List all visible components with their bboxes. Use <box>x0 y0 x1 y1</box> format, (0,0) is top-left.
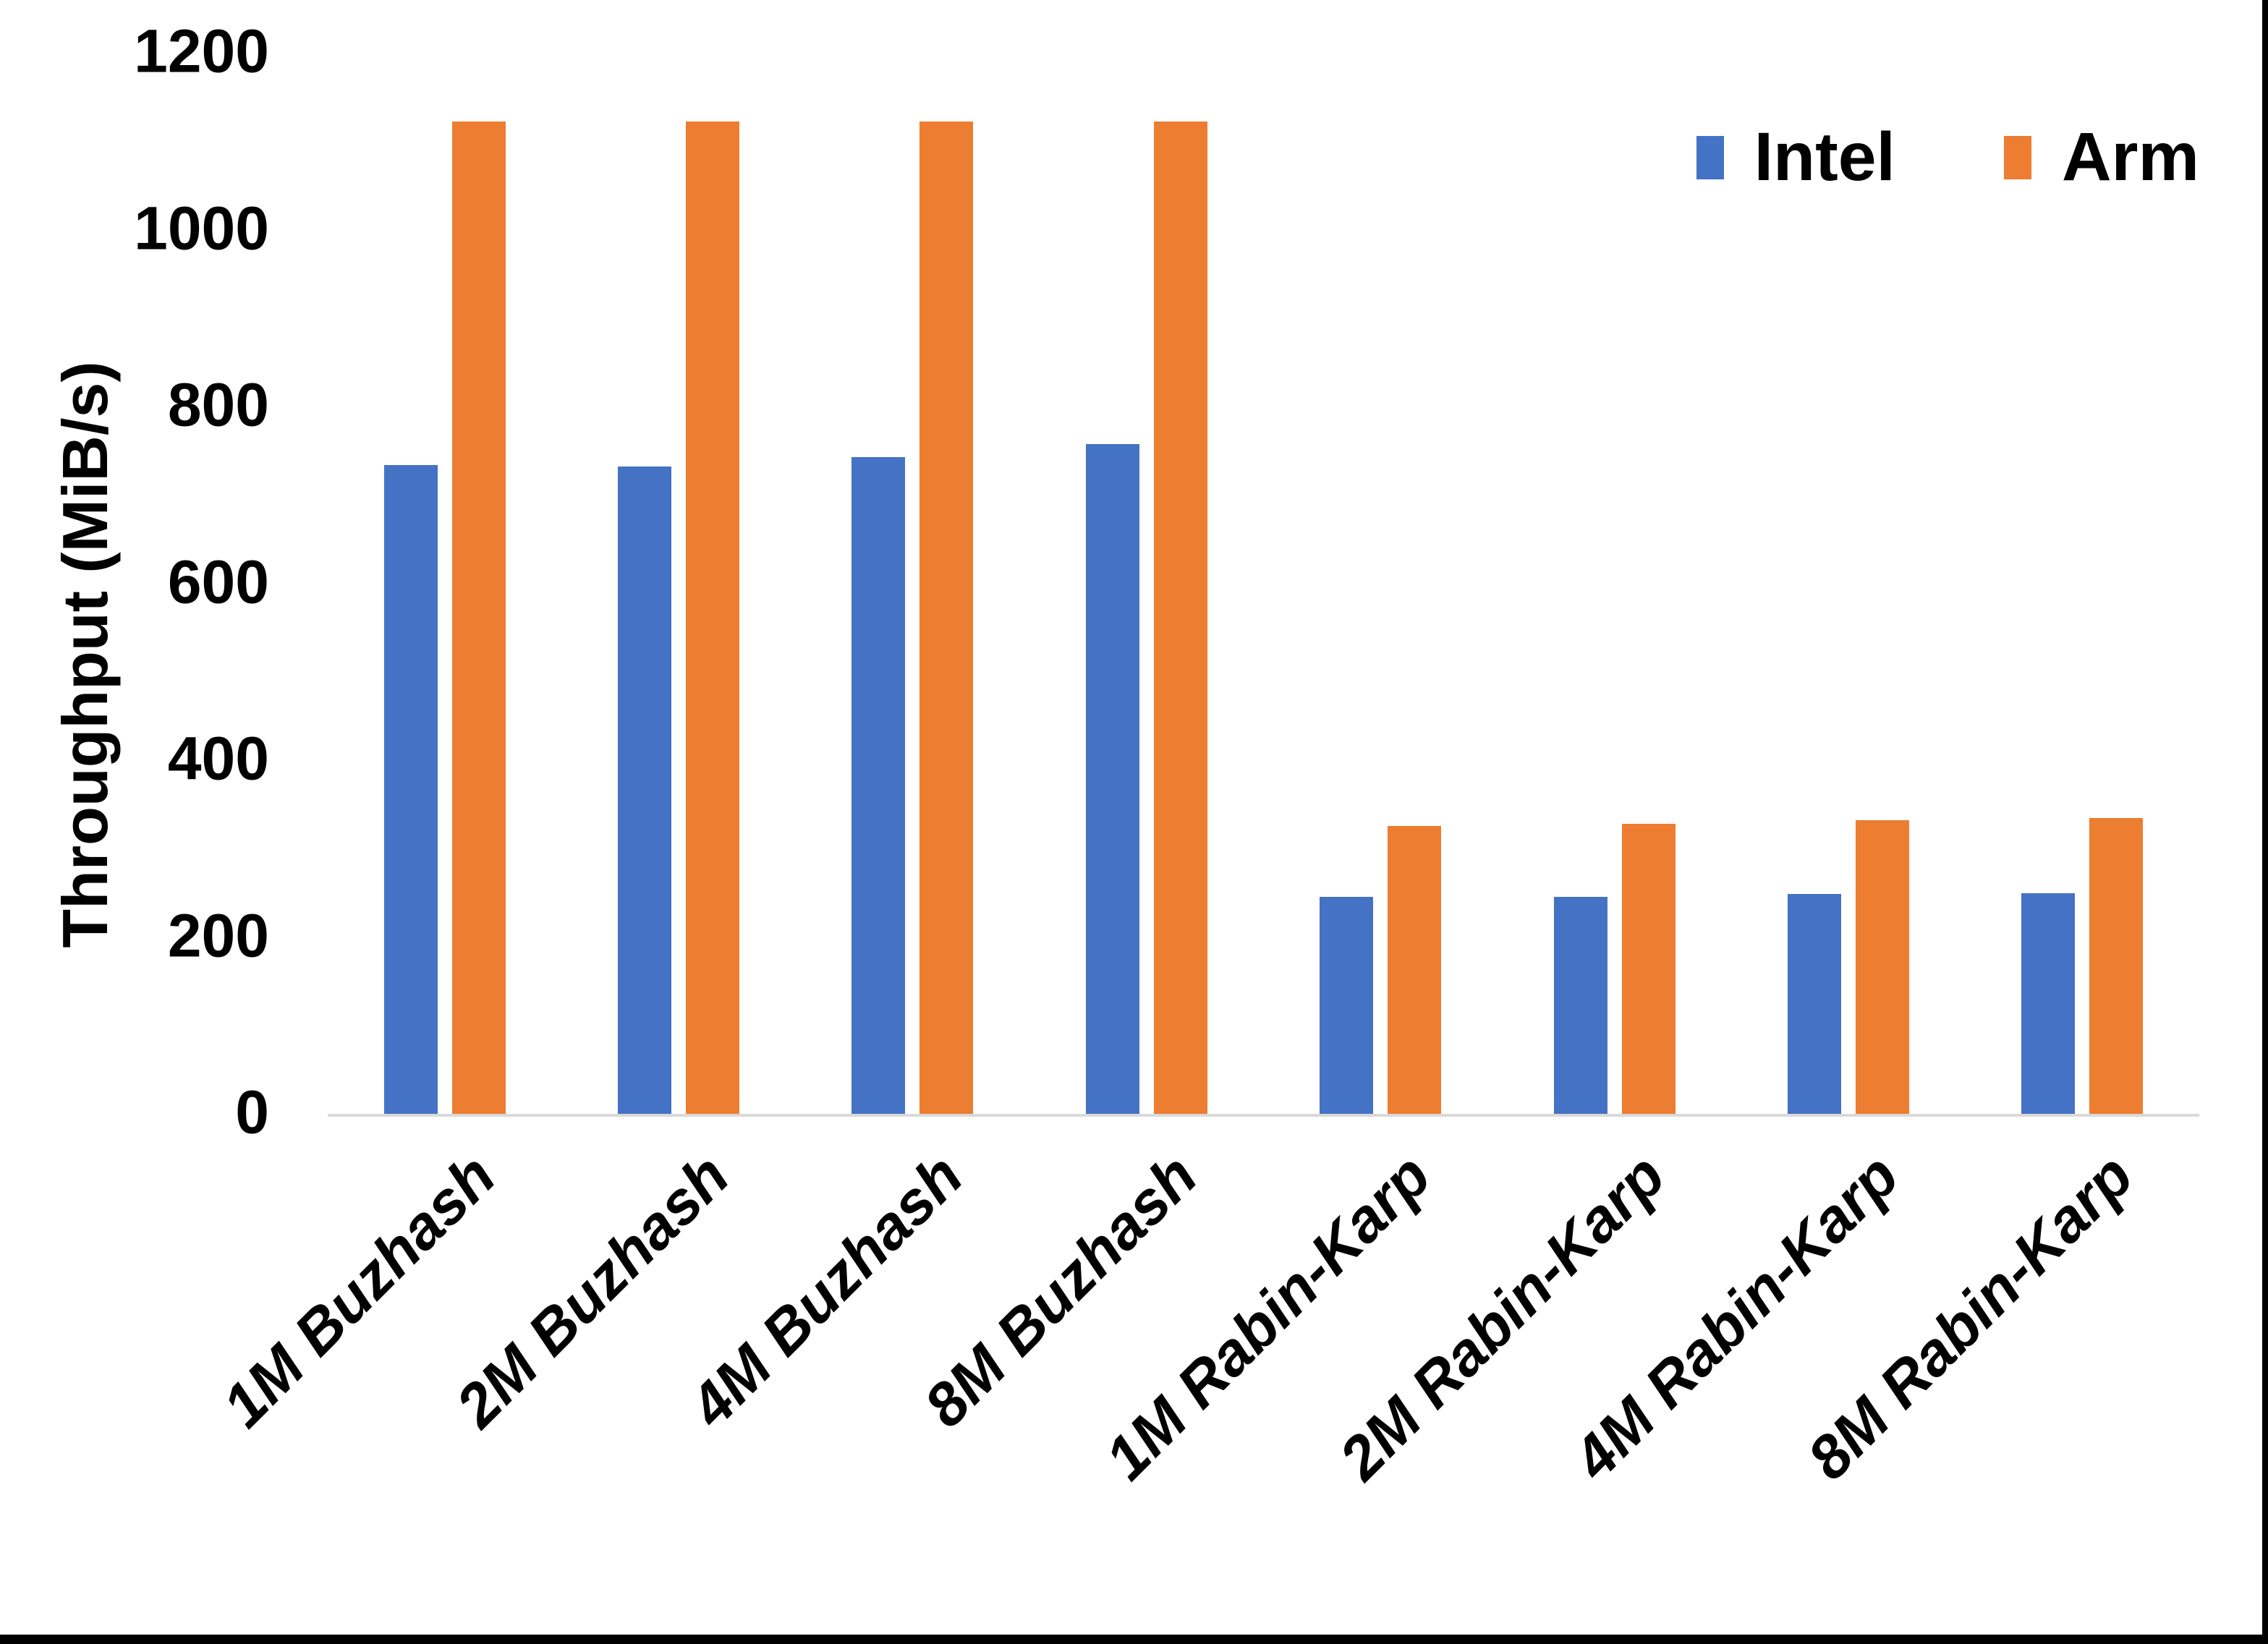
bar-intel-2m-buzhash <box>618 466 672 1115</box>
x-axis-line <box>328 1114 2199 1117</box>
bar-arm-2m-rabin-karp <box>1621 823 1675 1115</box>
bar-group-4m-buzhash <box>796 54 1029 1115</box>
page-bottom-border <box>0 1635 2268 1644</box>
page-right-border <box>2262 0 2268 1644</box>
bar-intel-8m-rabin-karp <box>2021 893 2076 1115</box>
bar-intel-4m-rabin-karp <box>1787 894 1841 1115</box>
bar-group-4m-rabin-karp <box>1731 54 1965 1115</box>
legend-swatch-intel <box>1696 135 1724 179</box>
bar-intel-8m-buzhash <box>1085 444 1139 1115</box>
y-tick-1200: 1200 <box>134 17 269 85</box>
bar-group-2m-buzhash <box>561 54 795 1115</box>
bar-group-2m-rabin-karp <box>1498 54 1731 1115</box>
y-tick-400: 400 <box>167 724 269 793</box>
bar-intel-2m-rabin-karp <box>1553 897 1607 1115</box>
bar-arm-4m-rabin-karp <box>1855 819 1909 1115</box>
legend: Intel Arm <box>1696 118 2199 197</box>
bar-intel-4m-buzhash <box>851 457 906 1115</box>
bar-group-8m-buzhash <box>1029 54 1263 1115</box>
y-tick-600: 600 <box>167 548 269 616</box>
plot-area <box>328 54 2199 1117</box>
legend-label-arm: Arm <box>2061 119 2199 195</box>
y-tick-800: 800 <box>167 370 269 439</box>
bar-arm-8m-buzhash <box>1153 121 1207 1115</box>
bar-groups <box>328 54 2199 1115</box>
bar-arm-1m-rabin-karp <box>1388 826 1442 1115</box>
legend-item-arm: Arm <box>2003 118 2199 197</box>
legend-label-intel: Intel <box>1754 119 1895 195</box>
bar-group-1m-rabin-karp <box>1264 54 1498 1115</box>
bar-arm-2m-buzhash <box>686 121 740 1115</box>
bar-intel-1m-rabin-karp <box>1320 897 1374 1115</box>
bar-arm-8m-rabin-karp <box>2089 818 2144 1115</box>
y-tick-0: 0 <box>235 1078 269 1146</box>
y-tick-200: 200 <box>167 901 269 970</box>
y-axis-title: Throughput (MiB/s) <box>49 361 121 948</box>
y-tick-1000: 1000 <box>134 194 269 263</box>
bar-group-8m-rabin-karp <box>1966 54 2199 1115</box>
bar-arm-4m-buzhash <box>919 121 974 1115</box>
bar-intel-1m-buzhash <box>383 465 438 1115</box>
bar-group-1m-buzhash <box>328 54 561 1115</box>
bar-arm-1m-buzhash <box>451 121 506 1115</box>
legend-item-intel: Intel <box>1696 118 1895 197</box>
legend-swatch-arm <box>2003 135 2031 179</box>
